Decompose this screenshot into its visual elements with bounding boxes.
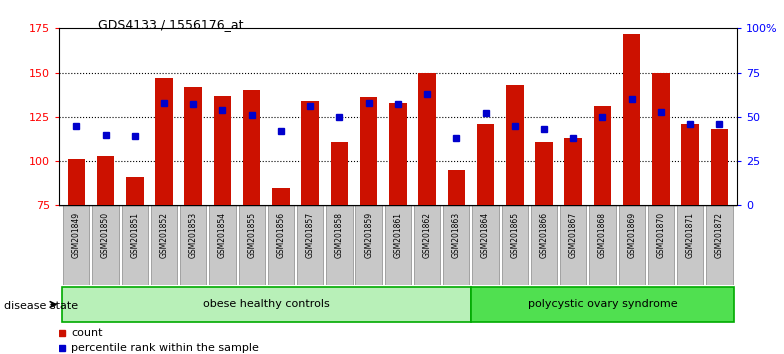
FancyBboxPatch shape: [560, 205, 586, 285]
Text: GSM201865: GSM201865: [510, 212, 519, 258]
Bar: [593, 106, 612, 205]
Text: GSM201852: GSM201852: [159, 212, 169, 258]
FancyBboxPatch shape: [326, 205, 353, 285]
FancyBboxPatch shape: [471, 287, 734, 322]
Bar: [564, 138, 582, 205]
FancyBboxPatch shape: [619, 205, 645, 285]
Bar: [477, 124, 495, 205]
FancyBboxPatch shape: [62, 287, 471, 322]
Text: GSM201872: GSM201872: [715, 212, 724, 258]
FancyBboxPatch shape: [64, 205, 89, 285]
Bar: [623, 34, 641, 205]
Bar: [360, 97, 377, 205]
Bar: [243, 90, 260, 205]
FancyBboxPatch shape: [297, 205, 323, 285]
FancyBboxPatch shape: [648, 205, 674, 285]
Text: GSM201871: GSM201871: [686, 212, 695, 258]
FancyBboxPatch shape: [502, 205, 528, 285]
Bar: [155, 78, 172, 205]
Text: GSM201866: GSM201866: [539, 212, 549, 258]
Bar: [214, 96, 231, 205]
Bar: [681, 124, 699, 205]
FancyBboxPatch shape: [443, 205, 470, 285]
Bar: [506, 85, 524, 205]
FancyBboxPatch shape: [677, 205, 703, 285]
Bar: [331, 142, 348, 205]
Bar: [67, 159, 85, 205]
FancyBboxPatch shape: [122, 205, 148, 285]
Text: GSM201862: GSM201862: [423, 212, 432, 258]
Bar: [96, 156, 114, 205]
Bar: [301, 101, 319, 205]
FancyBboxPatch shape: [238, 205, 265, 285]
FancyBboxPatch shape: [531, 205, 557, 285]
Text: GSM201853: GSM201853: [189, 212, 198, 258]
Text: obese healthy controls: obese healthy controls: [203, 299, 330, 309]
Text: GSM201861: GSM201861: [394, 212, 402, 258]
Text: GSM201850: GSM201850: [101, 212, 110, 258]
Bar: [272, 188, 290, 205]
Text: GSM201855: GSM201855: [247, 212, 256, 258]
FancyBboxPatch shape: [706, 205, 732, 285]
Bar: [419, 73, 436, 205]
Text: GSM201867: GSM201867: [568, 212, 578, 258]
Text: percentile rank within the sample: percentile rank within the sample: [71, 343, 259, 353]
Text: GSM201851: GSM201851: [130, 212, 140, 258]
Bar: [126, 177, 143, 205]
FancyBboxPatch shape: [355, 205, 382, 285]
Text: GSM201849: GSM201849: [72, 212, 81, 258]
Bar: [652, 73, 670, 205]
FancyBboxPatch shape: [414, 205, 441, 285]
Text: GSM201857: GSM201857: [306, 212, 314, 258]
FancyBboxPatch shape: [385, 205, 411, 285]
Text: GDS4133 / 1556176_at: GDS4133 / 1556176_at: [98, 18, 244, 31]
Bar: [710, 129, 728, 205]
Bar: [448, 170, 465, 205]
Text: GSM201869: GSM201869: [627, 212, 637, 258]
Bar: [535, 142, 553, 205]
FancyBboxPatch shape: [590, 205, 615, 285]
Text: GSM201870: GSM201870: [656, 212, 666, 258]
Text: disease state: disease state: [4, 301, 78, 311]
Text: count: count: [71, 328, 103, 338]
Bar: [184, 87, 202, 205]
Bar: [389, 103, 407, 205]
Text: GSM201854: GSM201854: [218, 212, 227, 258]
Text: GSM201868: GSM201868: [598, 212, 607, 258]
FancyBboxPatch shape: [93, 205, 118, 285]
FancyBboxPatch shape: [180, 205, 206, 285]
FancyBboxPatch shape: [473, 205, 499, 285]
Text: GSM201856: GSM201856: [277, 212, 285, 258]
Text: polycystic ovary syndrome: polycystic ovary syndrome: [528, 299, 677, 309]
FancyBboxPatch shape: [268, 205, 294, 285]
FancyBboxPatch shape: [209, 205, 236, 285]
Text: GSM201863: GSM201863: [452, 212, 461, 258]
Text: GSM201858: GSM201858: [335, 212, 344, 258]
Text: GSM201859: GSM201859: [364, 212, 373, 258]
Text: GSM201864: GSM201864: [481, 212, 490, 258]
FancyBboxPatch shape: [151, 205, 177, 285]
